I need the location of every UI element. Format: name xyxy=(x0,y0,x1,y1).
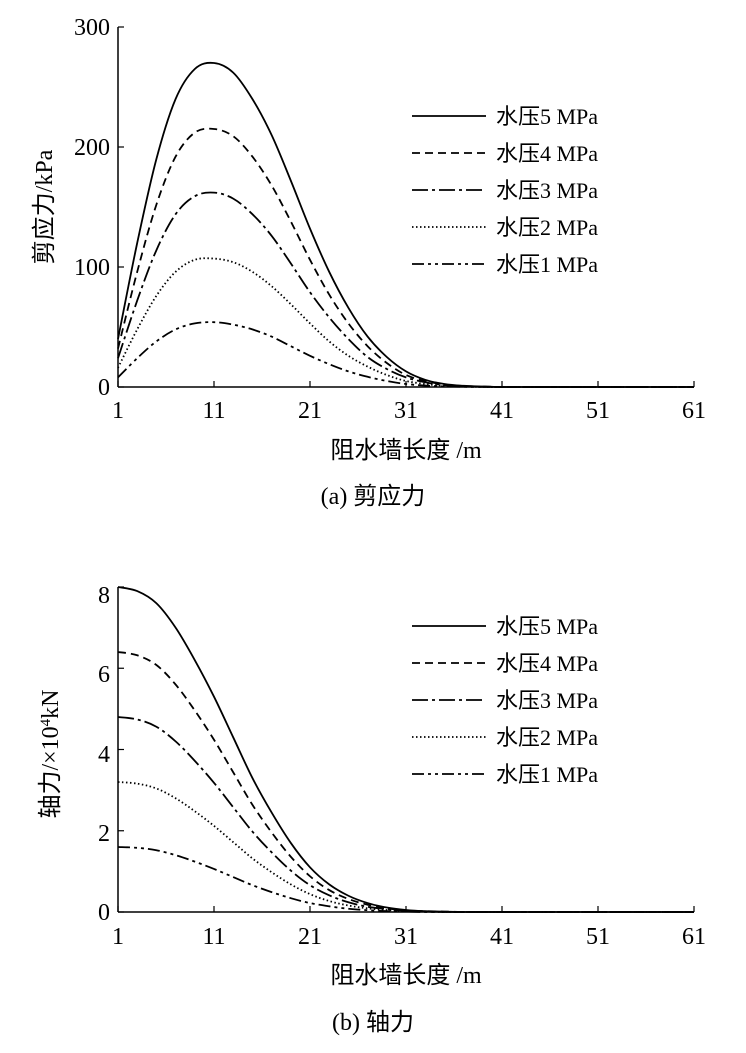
chart-b-xtick-label: 61 xyxy=(682,924,706,950)
chart-a-caption: (a) 剪应力 xyxy=(321,483,426,510)
chart-a-xtick-label: 61 xyxy=(682,398,706,424)
chart-a-xlabel: 阻水墙长度 /m xyxy=(330,437,482,464)
legend-label: 水压1 MPa xyxy=(496,762,598,787)
chart-b-ytick-label: 2 xyxy=(98,821,110,847)
chart-b-xlabel: 阻水墙长度 /m xyxy=(330,962,482,989)
chart-b-xtick-label: 21 xyxy=(298,924,322,950)
chart-b-curves xyxy=(117,586,694,913)
series-line xyxy=(117,781,694,913)
series-line xyxy=(117,191,694,388)
chart-b-caption: (b) 轴力 xyxy=(332,1009,414,1036)
legend-label: 水压5 MPa xyxy=(496,104,598,129)
chart-a-ytick-label: 100 xyxy=(74,255,110,281)
legend-label: 水压3 MPa xyxy=(496,688,598,713)
legend-label: 水压2 MPa xyxy=(496,725,598,750)
chart-a-ylabel: 剪应力/kPa xyxy=(31,149,58,264)
chart-b-xtick-label: 51 xyxy=(586,924,610,950)
chart-a-xtick-label: 51 xyxy=(586,398,610,424)
chart-a-ytick-label: 0 xyxy=(98,375,110,401)
chart-b-ytick-label: 8 xyxy=(98,583,110,609)
series-line xyxy=(117,716,694,913)
legend-label: 水压1 MPa xyxy=(496,252,598,277)
chart-a-xtick-label: 21 xyxy=(298,398,322,424)
series-line xyxy=(117,586,694,913)
chart-a-xtick-label: 31 xyxy=(394,398,418,424)
chart-b-legend: 水压5 MPa 水压4 MPa 水压3 MPa 水压2 MPa 水压1 MPa xyxy=(412,614,598,787)
chart-a-legend: 水压5 MPa 水压4 MPa 水压3 MPa 水压2 MPa 水压1 MPa xyxy=(412,104,598,277)
series-line xyxy=(117,651,694,913)
chart-a-curves xyxy=(117,61,694,388)
chart-b-ticks xyxy=(117,586,695,913)
chart-b-xtick-label: 11 xyxy=(202,924,225,950)
legend-label: 水压5 MPa xyxy=(496,614,598,639)
series-line xyxy=(117,846,694,913)
chart-b-xtick-label: 31 xyxy=(394,924,418,950)
chart-a-xtick-label: 41 xyxy=(490,398,514,424)
chart-b-ytick-label: 6 xyxy=(98,662,110,688)
chart-b-ylabel: 轴力/×104kN xyxy=(37,689,64,818)
series-line xyxy=(117,61,694,388)
chart-b-xtick-label: 1 xyxy=(112,924,124,950)
chart-b-ytick-label: 0 xyxy=(98,900,110,926)
chart-b: 1 11 21 31 41 51 61 0 2 4 6 8 轴力/×104kN … xyxy=(37,583,706,1036)
legend-label: 水压4 MPa xyxy=(496,651,598,676)
chart-a-ytick-label: 300 xyxy=(74,15,110,41)
chart-b-ytick-label: 4 xyxy=(98,742,110,768)
chart-a-ticks xyxy=(117,26,695,388)
chart-a: 1 11 21 31 41 51 61 0 100 200 300 剪应力/kP… xyxy=(31,15,706,510)
legend-label: 水压3 MPa xyxy=(496,178,598,203)
chart-b-xtick-label: 41 xyxy=(490,924,514,950)
chart-a-xtick-label: 11 xyxy=(202,398,225,424)
legend-label: 水压4 MPa xyxy=(496,141,598,166)
chart-a-xtick-label: 1 xyxy=(112,398,124,424)
series-line xyxy=(117,257,694,388)
chart-a-ytick-label: 200 xyxy=(74,135,110,161)
legend-label: 水压2 MPa xyxy=(496,215,598,240)
